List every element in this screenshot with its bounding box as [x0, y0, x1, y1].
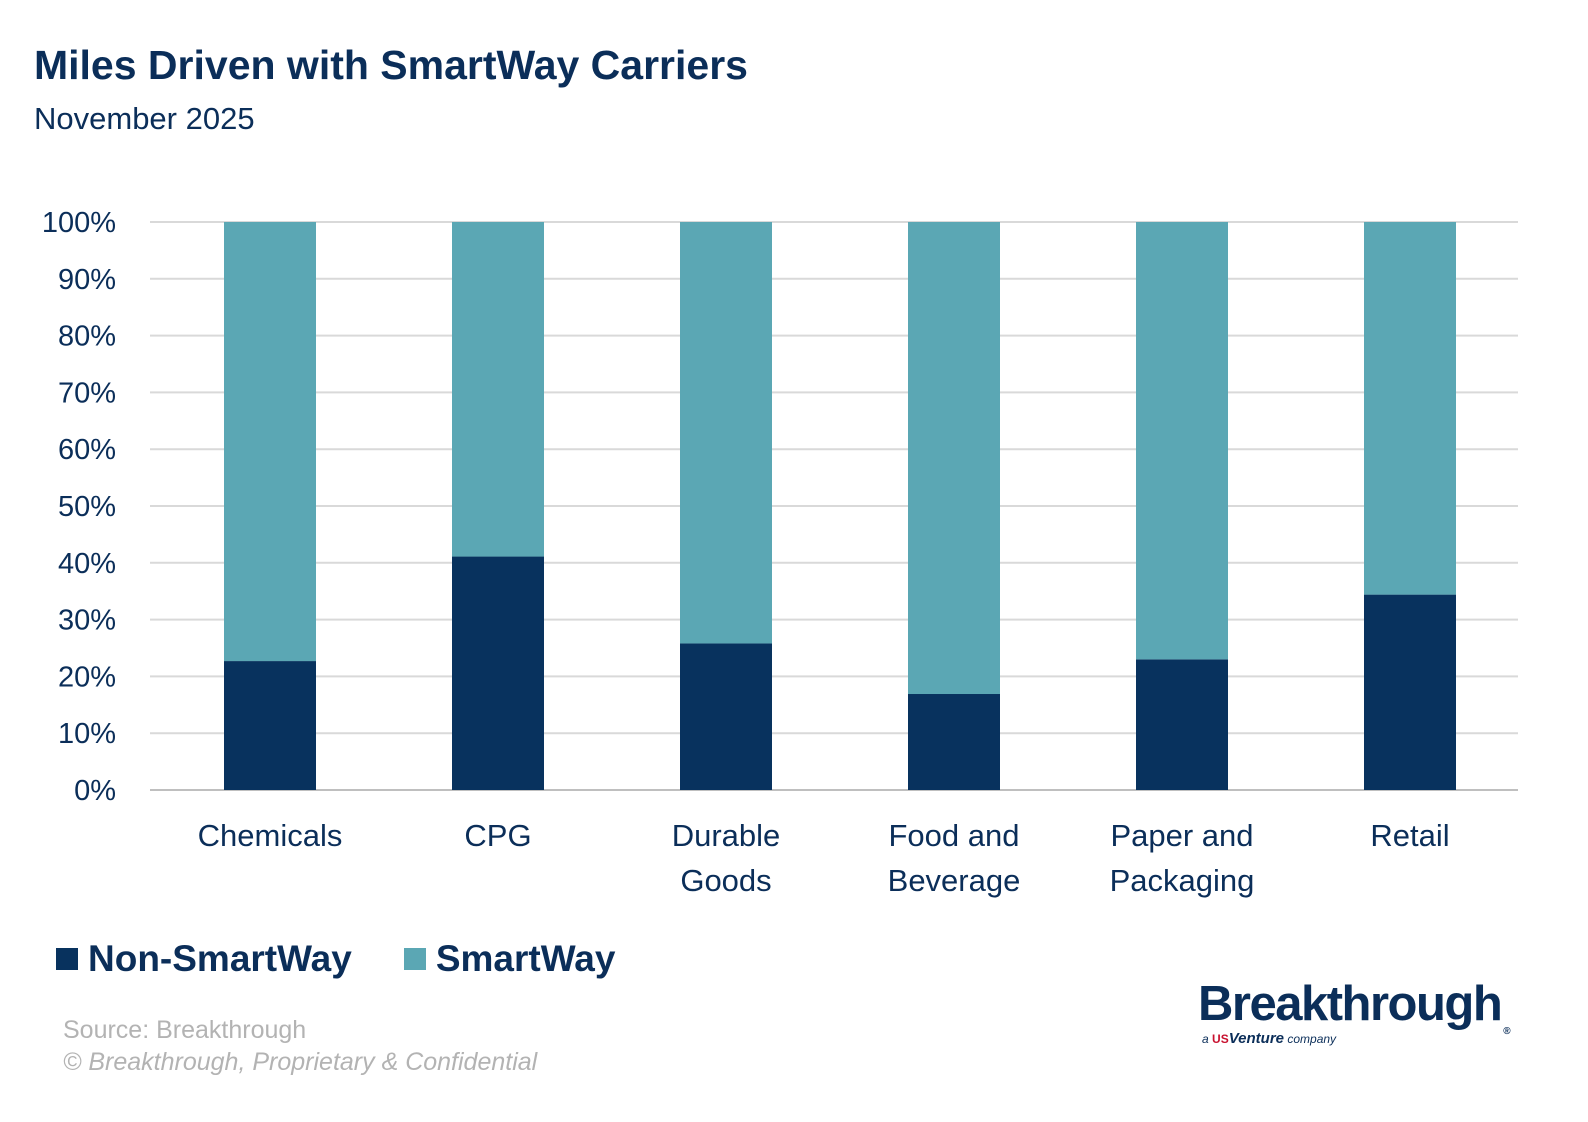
- x-category-label: Food and Beverage: [888, 818, 1021, 898]
- legend-label-non-smartway: Non-SmartWay: [88, 938, 352, 979]
- bar-non-smartway: [908, 694, 1000, 790]
- y-tick-label: 40%: [58, 548, 116, 580]
- bar-non-smartway: [1364, 594, 1456, 790]
- source-note: Source: Breakthrough: [63, 1016, 307, 1044]
- x-category-label: CPG: [464, 818, 531, 853]
- bar-smartway: [1364, 222, 1456, 595]
- y-tick-label: 70%: [58, 377, 116, 409]
- y-tick-label: 0%: [74, 775, 116, 807]
- y-tick-label: 30%: [58, 605, 116, 637]
- x-category-label: Chemicals: [198, 818, 343, 853]
- y-axis-ticks: 0% 10% 20% 30% 40% 50% 60% 70% 80% 90% 100%: [42, 207, 116, 807]
- stacked-bar-chart: 0% 10% 20% 30% 40% 50% 60% 70% 80% 90% 100% Chemic…: [42, 207, 1518, 898]
- bar-smartway: [1136, 222, 1228, 660]
- x-category-label: Paper and Packaging: [1110, 818, 1255, 898]
- bars: [224, 222, 1456, 790]
- x-category-label: Durable Goods: [672, 818, 781, 898]
- copyright-note: © Breakthrough, Proprietary & Confidenti…: [63, 1048, 538, 1076]
- legend-item-non-smartway: Non-SmartWay: [56, 938, 352, 980]
- chart-subtitle: November 2025: [34, 101, 255, 136]
- bar-non-smartway: [680, 643, 772, 790]
- y-tick-label: 90%: [58, 264, 116, 296]
- y-tick-label: 60%: [58, 434, 116, 466]
- y-tick-label: 100%: [42, 207, 116, 239]
- legend-label-smartway: SmartWay: [435, 938, 616, 979]
- x-axis-labels: Chemicals CPG Durable Goods Food and Beverage…: [198, 818, 1450, 898]
- x-category-label: Retail: [1370, 818, 1449, 853]
- legend-swatch-smartway: [403, 948, 426, 970]
- gridlines: [150, 221, 1518, 791]
- bar-smartway: [908, 222, 1000, 695]
- y-tick-label: 50%: [58, 491, 116, 523]
- chart-title: Miles Driven with SmartWay Carriers: [34, 42, 748, 88]
- breakthrough-logo: Breakthrough® a USVenture company: [1198, 976, 1528, 1056]
- bar-smartway: [224, 222, 316, 662]
- y-tick-label: 80%: [58, 321, 116, 353]
- y-tick-label: 10%: [58, 718, 116, 750]
- y-tick-label: 20%: [58, 661, 116, 693]
- bar-smartway: [680, 222, 772, 644]
- bar-non-smartway: [452, 556, 544, 790]
- legend: Non-SmartWay SmartWay: [56, 938, 615, 980]
- logo-wordmark: Breakthrough: [1198, 977, 1503, 1031]
- legend-swatch-non-smartway: [56, 948, 78, 970]
- legend-item-smartway: SmartWay: [403, 938, 616, 980]
- bar-smartway: [452, 222, 544, 557]
- bar-non-smartway: [1136, 659, 1228, 790]
- logo-tagline: a USVenture company: [1202, 1030, 1337, 1047]
- bar-non-smartway: [224, 661, 316, 790]
